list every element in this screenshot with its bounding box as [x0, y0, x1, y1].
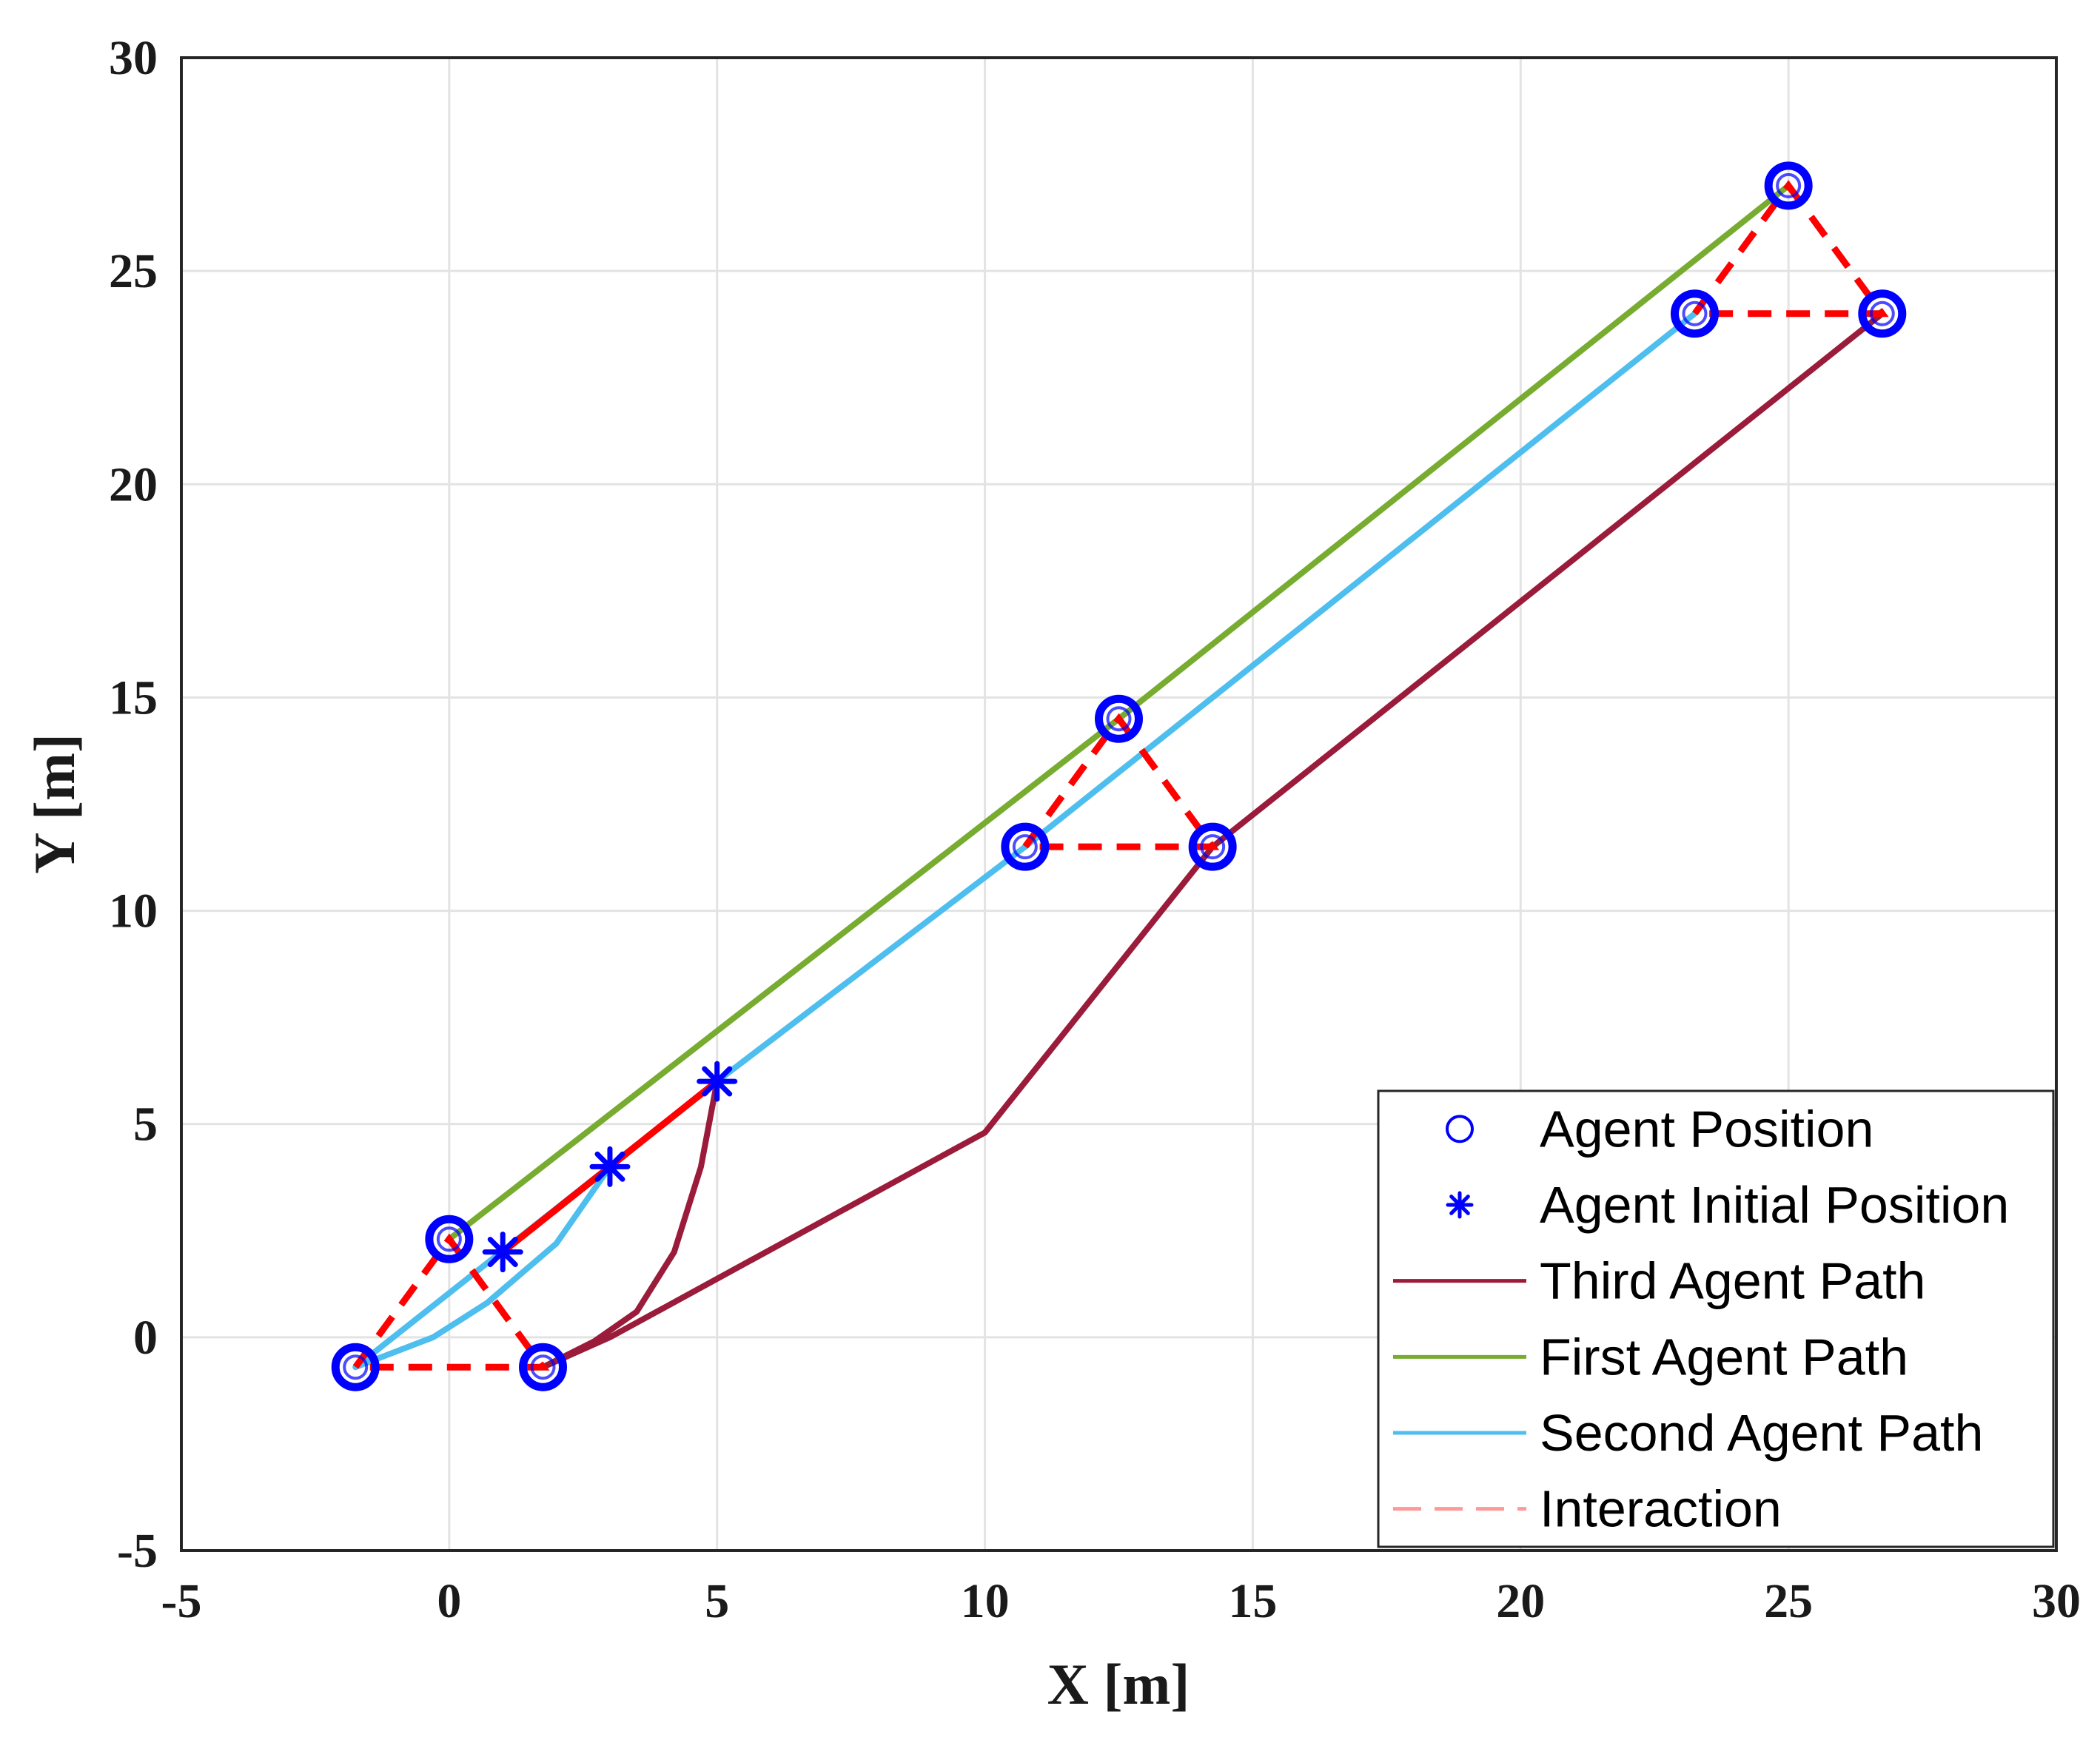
- y-tick-label-3: 10: [109, 884, 158, 938]
- y-tick-label-2: 5: [133, 1098, 158, 1152]
- legend-label-1: Agent Initial Position: [1540, 1176, 2009, 1234]
- y-tick-label-4: 15: [109, 671, 158, 725]
- y-axis-label: Y [m]: [22, 733, 87, 874]
- y-tick-label-1: 0: [133, 1311, 158, 1365]
- tick-labels: -5 0 5 10 15 20 25 30 -5 0 5 10 15 20 25 30: [109, 31, 2081, 1628]
- plot-frame: [180, 56, 2058, 1552]
- agent-position-marker-4: [1188, 822, 1237, 871]
- legend-label-4: Second Agent Path: [1540, 1404, 1983, 1462]
- series-line-2: [352, 310, 1698, 1371]
- y-tick-label-5: 20: [109, 457, 158, 511]
- legend-label-2: Third Agent Path: [1540, 1252, 1925, 1310]
- agent-initial-position-marker-0: [482, 1232, 523, 1273]
- x-tick-label-0: -5: [161, 1574, 202, 1628]
- legend-symbol-0: [1446, 1115, 1474, 1143]
- legend-label-3: First Agent Path: [1540, 1328, 1908, 1385]
- x-tick-label-1: 0: [437, 1574, 461, 1628]
- agent-position-marker-6: [1764, 161, 1813, 210]
- interaction-triangle-3: [1688, 180, 1889, 318]
- legend-label-5: Interaction: [1540, 1480, 1782, 1538]
- x-tick-label-2: 5: [705, 1574, 729, 1628]
- agent-initial-position-marker-1: [589, 1146, 631, 1187]
- x-tick-label-7: 30: [2032, 1574, 2081, 1628]
- x-tick-label-6: 25: [1764, 1574, 1813, 1628]
- x-tick-label-5: 20: [1496, 1574, 1545, 1628]
- agent-position-marker-8: [1670, 289, 1719, 338]
- interaction-triangle-0: [349, 1233, 550, 1371]
- y-tick-label-7: 30: [109, 31, 158, 85]
- agent-position-marker-5: [1001, 822, 1050, 871]
- y-tick-label-6: 25: [109, 244, 158, 298]
- interaction-triangle-2: [1019, 713, 1220, 850]
- series-line-0: [540, 310, 1885, 1371]
- agent-position-marker-0: [425, 1215, 474, 1263]
- legend-box: [1377, 1089, 2055, 1548]
- agent-position-marker-1: [519, 1343, 568, 1391]
- legend: Agent Position Agent Initial Position Thir…: [1377, 1089, 2055, 1548]
- agent-position-marker-7: [1858, 289, 1907, 338]
- y-tick-label-0: -5: [117, 1524, 158, 1578]
- agent-position-marker-2: [331, 1343, 380, 1391]
- marker-layer: [331, 161, 1907, 1391]
- agent-position-marker-3: [1095, 694, 1143, 743]
- legend-label-0: Agent Position: [1540, 1100, 1873, 1158]
- agent-initial-position-marker-2: [697, 1061, 738, 1102]
- x-tick-label-3: 10: [961, 1574, 1010, 1628]
- x-tick-label-4: 15: [1228, 1574, 1277, 1628]
- legend-symbol-1: [1446, 1191, 1474, 1219]
- x-axis-label: X [m]: [1047, 1652, 1190, 1716]
